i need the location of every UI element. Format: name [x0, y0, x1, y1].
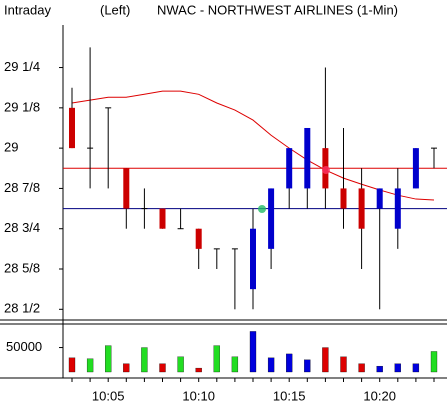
volume-bar [177, 356, 184, 373]
volume-bar [86, 358, 94, 373]
candle-body [268, 188, 275, 249]
volume-bar [322, 347, 329, 373]
y-tick-label: 28 3/4 [4, 220, 40, 235]
candle-body [250, 228, 256, 290]
volume-bar [195, 367, 202, 373]
volume-bar [249, 331, 257, 373]
plot-area: 28 1/2 28 5/8 28 3/4 28 7/8 29 29 1/8 29 1/4 10… [4, 47, 447, 403]
mode-label: Intraday [4, 2, 51, 17]
volume-bar [213, 345, 220, 373]
candle-body [340, 188, 347, 209]
y-tick-label: 50000 [6, 339, 42, 354]
volume-bar [159, 363, 166, 373]
volume-bar [123, 363, 130, 373]
x-tick-label: 10:10 [182, 388, 215, 403]
y-tick-label: 29 1/4 [4, 59, 40, 74]
candle-body [304, 127, 311, 189]
volume-bar [376, 365, 383, 373]
y-tick-label: 28 5/8 [4, 260, 40, 275]
candle-body [394, 188, 401, 229]
candle-body [123, 168, 130, 209]
volume-bar [340, 356, 347, 373]
cross-marker [258, 205, 266, 213]
x-tick-label: 10:05 [92, 388, 125, 403]
volume-bar [231, 356, 239, 373]
volume-bar [141, 347, 148, 373]
volume-bar [430, 351, 438, 373]
moving-average-line [71, 90, 435, 201]
cross-marker [322, 166, 330, 174]
x-tick-label: 10:15 [273, 388, 306, 403]
candle-body [195, 228, 202, 249]
x-tick-label: 10:20 [363, 388, 396, 403]
volume-bar [286, 353, 293, 373]
y-tick-label: 28 1/2 [4, 301, 40, 316]
candle-body [412, 148, 419, 189]
candle-body [358, 188, 365, 229]
volume-bar [105, 345, 112, 373]
y-tick-label: 29 [4, 140, 18, 155]
y-tick-label: 29 1/8 [4, 99, 40, 114]
volume-bar [394, 363, 401, 373]
volume-bar [358, 363, 365, 373]
side-label: (Left) [100, 2, 130, 17]
candle-body [159, 208, 166, 229]
volume-bar [412, 363, 420, 373]
candle-body [376, 188, 383, 209]
volume-bar [68, 357, 76, 373]
chart-title: NWAC - NORTHWEST AIRLINES (1-Min) [157, 2, 398, 17]
candle-body [286, 148, 293, 189]
volume-bar [267, 357, 275, 373]
y-tick-label: 28 7/8 [4, 180, 40, 195]
candle-body [69, 107, 75, 149]
volume-bar [304, 359, 311, 373]
